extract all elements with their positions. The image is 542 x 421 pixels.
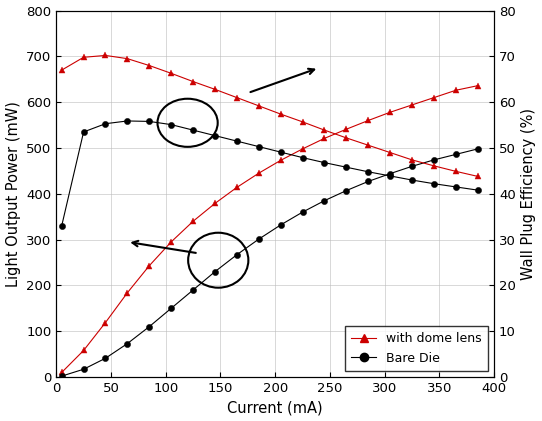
Y-axis label: Wall Plug Efficiency (%): Wall Plug Efficiency (%) (521, 108, 537, 280)
X-axis label: Current (mA): Current (mA) (228, 400, 323, 416)
Legend: with dome lens, Bare Die: with dome lens, Bare Die (345, 326, 488, 371)
Y-axis label: Light Output Power (mW): Light Output Power (mW) (5, 101, 21, 287)
